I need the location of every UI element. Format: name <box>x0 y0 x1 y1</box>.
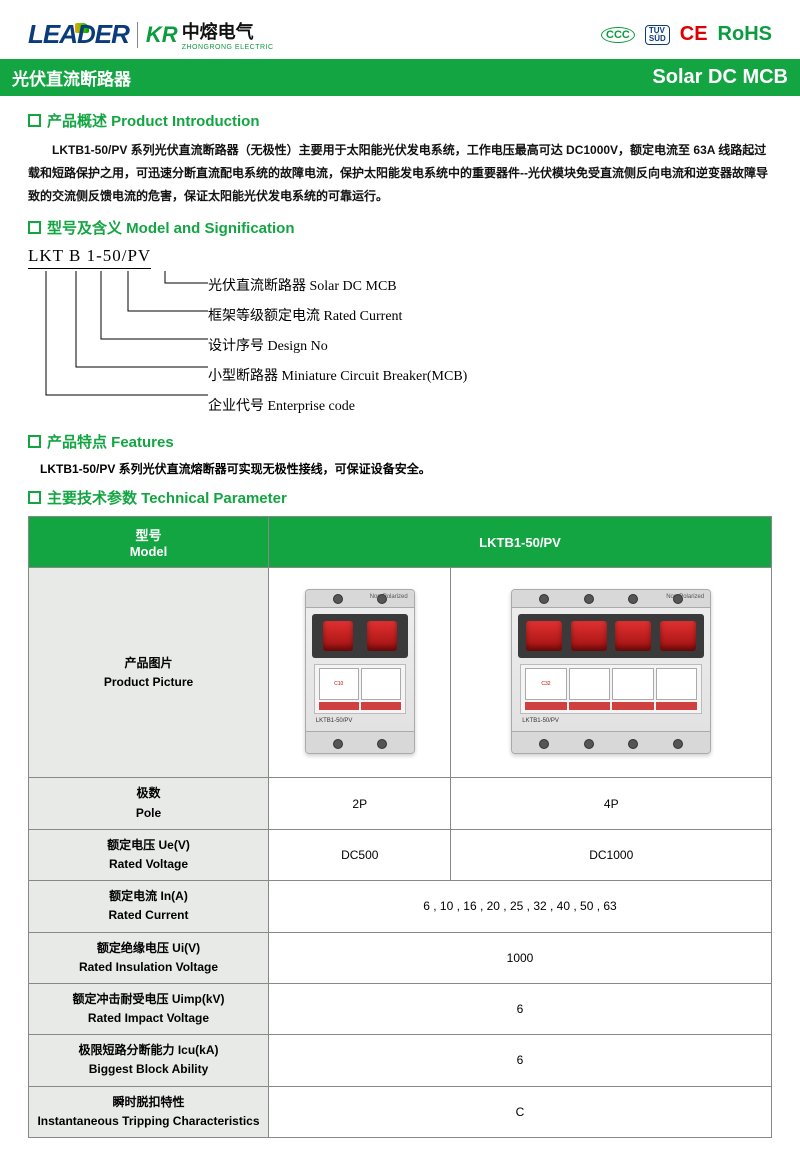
param-value: C <box>269 1086 772 1137</box>
kr-en: ZHONGRONG ELECTRIC <box>182 44 274 51</box>
param-value: 1000 <box>269 932 772 983</box>
title-en: Solar DC MCB <box>652 66 788 89</box>
model-lines <box>28 271 208 421</box>
rohs-badge: RoHS <box>718 23 772 46</box>
title-bar: 光伏直流断路器 Solar DC MCB <box>0 59 800 96</box>
param-value: 2P <box>269 778 451 829</box>
param-label: 瞬时脱扣特性Instantaneous Tripping Characteris… <box>29 1086 269 1137</box>
th-model: 型号Model <box>29 517 269 568</box>
param-value: 6 , 10 , 16 , 20 , 25 , 32 , 40 , 50 , 6… <box>269 881 772 932</box>
logo-divider <box>137 22 138 48</box>
model-labels: 光伏直流断路器 Solar DC MCB 框架等级额定电流 Rated Curr… <box>208 271 467 421</box>
ccc-badge: CCC <box>601 27 635 43</box>
param-value: 6 <box>269 1035 772 1086</box>
pic-2p: C10 LKTB1-50/PV <box>269 568 451 778</box>
intro-heading: 产品概述 Product Introduction <box>28 110 772 131</box>
kr-cn: 中熔电气 <box>182 18 274 44</box>
title-cn: 光伏直流断路器 <box>12 65 131 90</box>
model-label-3: 小型断路器 Miniature Circuit Breaker(MCB) <box>208 365 467 385</box>
model-label-1: 框架等级额定电流 Rated Current <box>208 305 467 325</box>
ce-badge: CE <box>680 23 708 46</box>
param-label: 额定绝缘电压 Ui(V)Rated Insulation Voltage <box>29 932 269 983</box>
kr-mark: KR <box>146 22 178 48</box>
model-label-4: 企业代号 Enterprise code <box>208 395 467 415</box>
model-label-2: 设计序号 Design No <box>208 335 467 355</box>
param-value: 4P <box>451 778 772 829</box>
param-value: 6 <box>269 983 772 1034</box>
header-logo-row: LEADER KR 中熔电气 ZHONGRONG ELECTRIC CCC TU… <box>28 18 772 51</box>
tuv-badge: TUVSÜD <box>645 25 670 45</box>
th-value: LKTB1-50/PV <box>269 517 772 568</box>
param-label: 额定冲击耐受电压 Uimp(kV)Rated Impact Voltage <box>29 983 269 1034</box>
features-heading: 产品特点 Features <box>28 431 772 452</box>
param-label: 额定电压 Ue(V)Rated Voltage <box>29 829 269 880</box>
param-label: 额定电流 In(A)Rated Current <box>29 881 269 932</box>
cert-badges: CCC TUVSÜD CE RoHS <box>601 23 772 46</box>
pic-4p: C32 LKTB1-50/PV <box>451 568 772 778</box>
intro-text: LKTB1-50/PV 系列光伏直流断路器（无极性）主要用于太阳能光伏发电系统，… <box>28 139 772 207</box>
param-value: DC1000 <box>451 829 772 880</box>
param-table: 型号Model LKTB1-50/PV 产品图片Product Picture … <box>28 516 772 1138</box>
features-text: LKTB1-50/PV 系列光伏直流熔断器可实现无极性接线，可保证设备安全。 <box>28 460 772 477</box>
params-heading: 主要技术参数 Technical Parameter <box>28 487 772 508</box>
param-value: DC500 <box>269 829 451 880</box>
model-code: LKT B 1-50/PV <box>28 246 151 269</box>
kr-logo: KR 中熔电气 ZHONGRONG ELECTRIC <box>146 18 274 51</box>
param-label: 极限短路分断能力 Icu(kA)Biggest Block Ability <box>29 1035 269 1086</box>
logo-left: LEADER KR 中熔电气 ZHONGRONG ELECTRIC <box>28 18 274 51</box>
model-heading: 型号及含义 Model and Signification <box>28 217 772 238</box>
model-diagram: LKT B 1-50/PV 光伏直流断路器 Solar DC MCB 框架等级额… <box>28 246 772 421</box>
model-label-0: 光伏直流断路器 Solar DC MCB <box>208 275 467 295</box>
param-label: 极数Pole <box>29 778 269 829</box>
pic-label: 产品图片Product Picture <box>29 568 269 778</box>
leader-logo: LEADER <box>28 19 129 50</box>
